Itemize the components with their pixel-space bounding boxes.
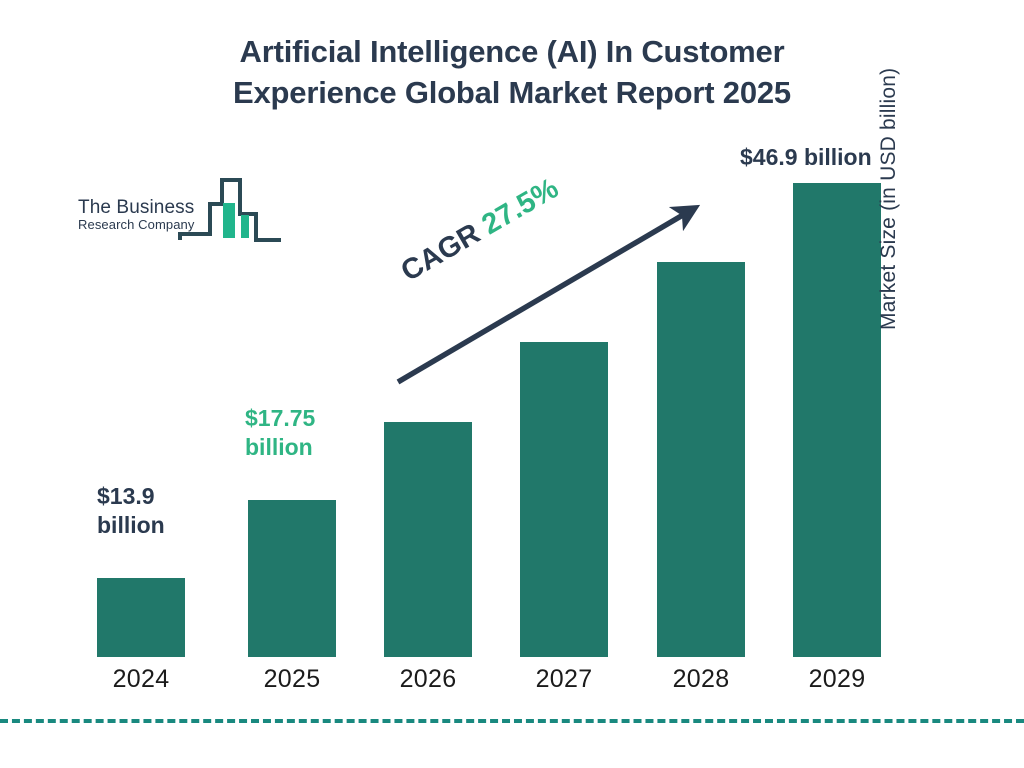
page-title: Artificial Intelligence (AI) In Customer… [233,34,791,110]
x-axis-tick-2027: 2027 [535,665,593,693]
logo-text: The Business Research Company [78,198,208,233]
x-axis-tick-2024: 2024 [112,665,170,693]
bar-2026[interactable] [384,422,472,657]
x-axis-tick-2026: 2026 [399,665,457,693]
logo-secondary-text: Research Company [78,217,195,232]
y-axis-title: Market Size (in USD billion) [877,67,900,330]
bar-value-label-2029: $46.9 billion [740,144,872,170]
bar-2027[interactable] [520,342,608,657]
bar-2025[interactable] [248,500,336,657]
growth-arrow [396,204,701,385]
x-axis-tick-2025: 2025 [263,665,321,693]
bar-2024[interactable] [97,578,185,657]
bar-2029[interactable] [793,183,881,657]
x-axis-tick-2028: 2028 [672,665,730,693]
logo-primary-text: The Business [78,197,195,218]
company-logo: The Business Research Company [78,176,283,248]
bar-2028[interactable] [657,262,745,657]
footer-divider [0,719,1024,723]
bar-value-label-2024: $13.9 billion [97,483,165,539]
bar-value-label-2025: $17.75 billion [245,405,316,461]
x-axis-tick-2029: 2029 [808,665,866,693]
bar-chart-logo-mark [178,178,281,242]
